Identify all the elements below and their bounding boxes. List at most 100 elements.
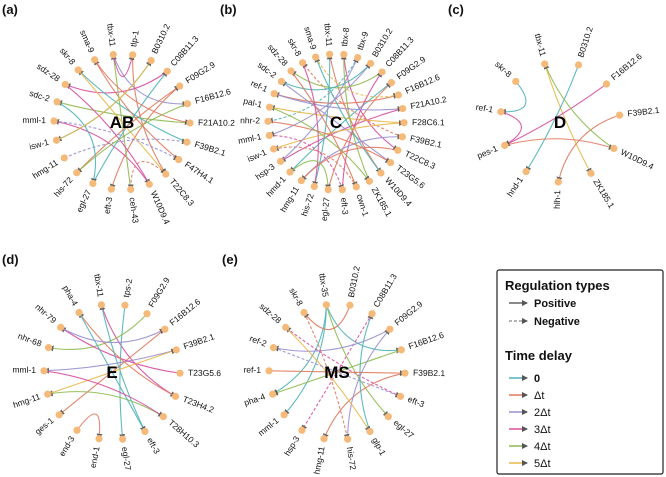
- edge-a-20: [112, 53, 135, 77]
- node-b-F21A10.2: [399, 104, 407, 113]
- edge-d-6: [78, 311, 176, 397]
- node-e-skr-8: [300, 308, 308, 317]
- node-c-hlh-1: [554, 178, 562, 186]
- node-e-glp-1: [366, 427, 374, 436]
- node-b-pal-1: [266, 103, 274, 111]
- node-label-d-eft-3: eft-3: [145, 436, 162, 456]
- node-label-a-C08B11.3: C08B11.3: [168, 34, 200, 69]
- edge-e-15: [273, 347, 402, 398]
- node-d-T23H4.2: [171, 392, 180, 400]
- node-d-tps-2: [121, 301, 129, 309]
- node-label-b-F21A10.2: F21A10.2: [409, 94, 447, 111]
- node-e-F16B12.6: [397, 346, 405, 354]
- node-label-c-ref-1: ref-1: [475, 102, 494, 115]
- edge-b-21: [269, 106, 370, 183]
- node-a-B0310.2: [147, 56, 155, 65]
- node-b-F16B12.6: [394, 91, 403, 99]
- node-label-b-tbx-9: tbx-9: [355, 30, 371, 51]
- node-label-b-F16B12.6: F16B12.6: [403, 72, 441, 96]
- node-label-b-skr-8: skr-8: [286, 37, 304, 59]
- node-b-sdz-28: [287, 67, 295, 75]
- node-label-c-skr-8: skr-8: [493, 59, 514, 79]
- node-label-a-sdc-2: sdc-2: [28, 88, 51, 104]
- edge-b-3: [268, 63, 372, 137]
- panel-a-label: (a): [2, 2, 18, 17]
- edge-b-20: [267, 120, 392, 164]
- node-d-T23G5.6: [176, 369, 184, 377]
- node-label-e-hmg-11: hmg-11: [311, 445, 326, 475]
- node-b-sma-9: [312, 53, 320, 61]
- node-d-eft-3: [141, 427, 149, 436]
- edge-a-8: [53, 119, 150, 185]
- legend-delay-list: 0 Δt 2Δt 3Δt 4Δt 5Δt: [509, 373, 551, 470]
- edge-b-23: [281, 62, 372, 91]
- node-e-his-72: [344, 435, 352, 443]
- edge-e-1: [283, 304, 327, 416]
- panel-d-label: (d): [2, 252, 19, 267]
- node-label-b-egl-27: egl-27: [319, 197, 332, 222]
- node-label-a-skr-8: skr-8: [58, 46, 78, 67]
- node-label-d-T23G5.6: T23G5.6: [188, 368, 222, 379]
- node-a-tlp-1: [129, 51, 137, 59]
- node-label-b-tbx-11: tbx-11: [322, 23, 334, 47]
- node-label-d-end-3: end-3: [57, 434, 77, 458]
- node-a-egl-27: [89, 179, 97, 188]
- node-label-e-his-72: his-72: [345, 446, 359, 471]
- panel-c-label: (c): [448, 2, 464, 17]
- edge-b-11: [314, 56, 382, 174]
- node-label-b-sdc-2: sdc-2: [256, 60, 279, 81]
- node-label-a-F09G2.9: F09G2.9: [183, 59, 217, 85]
- edge-c-5: [499, 81, 527, 115]
- node-d-F16B12.6: [161, 325, 169, 333]
- edge-e-14: [303, 312, 350, 441]
- edge-d-4: [43, 349, 177, 374]
- node-d-egl-27: [119, 435, 127, 443]
- node-label-d-nhr-68: nhr-68: [17, 331, 44, 349]
- node-a-W10D9.4: [145, 180, 153, 188]
- edge-c-1: [525, 64, 580, 173]
- edge-c-6: [500, 111, 522, 146]
- edge-b-28: [289, 160, 332, 191]
- panel-b-label: (b): [220, 2, 237, 17]
- node-label-e-C08B11.3: C08B11.3: [371, 272, 399, 309]
- node-label-d-F16B12.6: F16B12.6: [167, 296, 202, 327]
- edge-b-4: [290, 70, 383, 89]
- node-a-F21A10.2: [186, 119, 194, 127]
- node-label-e-B0310.2: B0310.2: [346, 265, 362, 298]
- panel-a: (a) tbx-11 tlp-1 B0310.2C08B11.3F09G2.9F16…: [2, 2, 235, 226]
- edge-d-9: [76, 413, 103, 440]
- node-label-b-hmg-11: hmg-11: [278, 184, 301, 214]
- node-e-F09G2.9: [386, 325, 394, 333]
- node-label-e-ref-1: ref-1: [243, 365, 261, 375]
- node-b-hmd-1: [286, 168, 294, 176]
- node-label-e-skr-8: skr-8: [287, 286, 305, 308]
- node-label-b-his-72: his-72: [299, 192, 316, 217]
- edge-a-5: [56, 100, 191, 124]
- edge-e-9: [284, 326, 401, 397]
- node-label-e-hsp-3: hsp-3: [282, 434, 302, 458]
- node-b-skr-8: [299, 59, 307, 67]
- panel-b: (b) tbx-11 tbx-8 tbx-9 B0310.2C08B11.3F09G2…: [220, 2, 448, 222]
- node-label-a-tlp-1: tlp-1: [128, 29, 141, 47]
- edge-b-13: [272, 145, 357, 188]
- node-label-b-mml-1: mml-1: [237, 131, 262, 146]
- node-a-his-72: [73, 169, 81, 177]
- node-label-a-tbx-11: tbx-11: [105, 23, 118, 47]
- node-b-T22C8.3: [394, 146, 402, 154]
- edge-e-8: [323, 372, 406, 440]
- node-label-a-eft-3: eft-3: [102, 196, 115, 215]
- legend-delay-label-0: 0: [534, 373, 540, 385]
- node-label-d-pha-4: pha-4: [61, 284, 80, 308]
- node-e-F39B2.1: [401, 369, 409, 377]
- node-label-d-nhr-79: nhr-79: [33, 302, 58, 326]
- node-b-mml-1: [265, 131, 273, 140]
- node-c-pes-1: [501, 141, 509, 149]
- legend-negative-label: Negative: [534, 316, 580, 328]
- node-label-e-pha-4: pha-4: [243, 391, 267, 408]
- node-label-b-sma-9: sma-9: [302, 25, 319, 51]
- node-d-hmg-11: [44, 390, 52, 398]
- node-label-b-ref-1: ref-1: [249, 78, 269, 94]
- legend-delay-label-4: 4Δt: [534, 441, 551, 453]
- node-label-e-F16B12.6: F16B12.6: [407, 330, 445, 352]
- legend-delay-label-1: Δt: [534, 390, 544, 402]
